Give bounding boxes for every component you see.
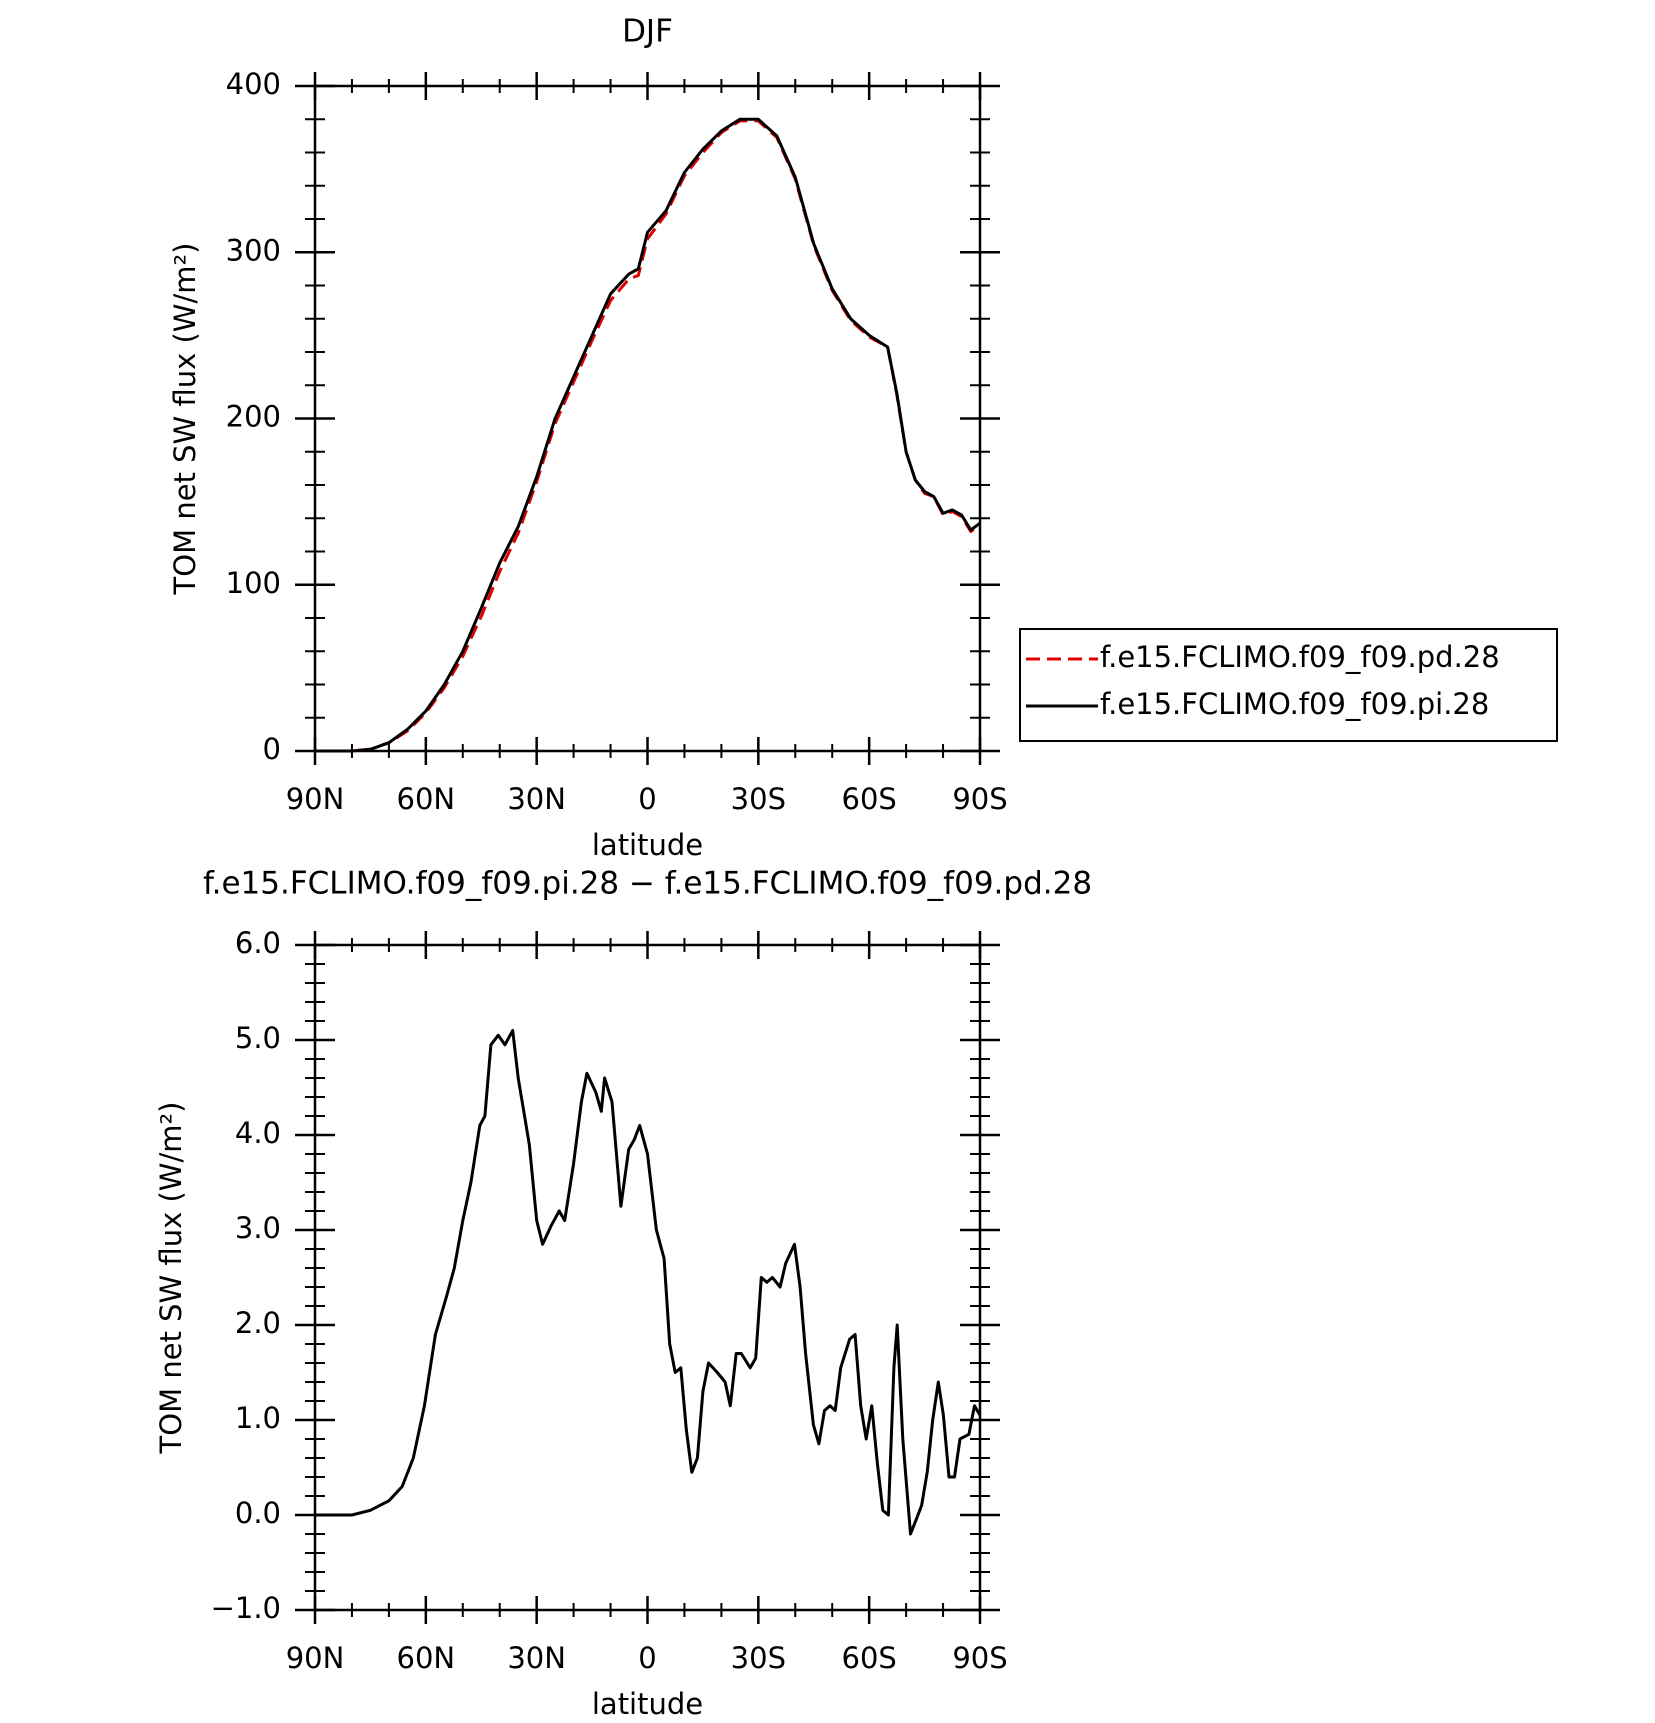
y-tick-label: 6.0 [235, 926, 281, 960]
y-tick-label: 0.0 [235, 1496, 281, 1530]
y-tick-label: 5.0 [235, 1021, 281, 1055]
y-tick-label: 200 [226, 400, 281, 434]
x-tick-label: 30N [507, 782, 566, 816]
y-tick-label: 100 [226, 566, 281, 600]
x-tick-label: 30S [731, 1641, 786, 1675]
y-axis-label: TOM net SW flux (W/m²) [168, 243, 202, 596]
x-tick-label: 60S [842, 1641, 897, 1675]
x-axis-label: latitude [592, 1687, 703, 1719]
data-line [315, 1029, 982, 1536]
x-axis-label: latitude [592, 828, 703, 862]
x-tick-label: 90S [952, 1641, 1007, 1675]
y-tick-label: 300 [226, 233, 281, 267]
y-tick-label: −1.0 [211, 1591, 281, 1625]
y-tick-label: 3.0 [235, 1211, 281, 1245]
y-tick-label: 400 [226, 67, 281, 101]
y-tick-label: 4.0 [235, 1116, 281, 1150]
x-tick-label: 90S [952, 782, 1007, 816]
chart-title: DJF [622, 14, 673, 50]
y-tick-label: 1.0 [235, 1401, 281, 1435]
plot-frame [313, 84, 982, 753]
data-line [315, 119, 981, 753]
legend-label: f.e15.FCLIMO.f09_f09.pd.28 [1100, 640, 1500, 674]
y-tick-label: 0 [263, 732, 281, 766]
plot-frame [313, 943, 982, 1612]
x-tick-label: 90N [286, 782, 345, 816]
chart-title: f.e15.FCLIMO.f09_f09.pi.28 − f.e15.FCLIM… [203, 866, 1092, 902]
y-axis-label: TOM net SW flux (W/m²) [154, 1102, 188, 1455]
data-line [315, 117, 981, 753]
x-tick-label: 60N [397, 782, 456, 816]
legend-label: f.e15.FCLIMO.f09_f09.pi.28 [1100, 687, 1489, 721]
x-tick-label: 0 [638, 1641, 656, 1675]
x-tick-label: 60S [842, 782, 897, 816]
x-tick-label: 0 [638, 782, 656, 816]
x-tick-label: 30S [731, 782, 786, 816]
y-tick-label: 2.0 [235, 1306, 281, 1340]
legend-box [1019, 628, 1558, 742]
x-tick-label: 60N [397, 1641, 456, 1675]
x-tick-label: 30N [507, 1641, 566, 1675]
x-tick-label: 90N [286, 1641, 345, 1675]
